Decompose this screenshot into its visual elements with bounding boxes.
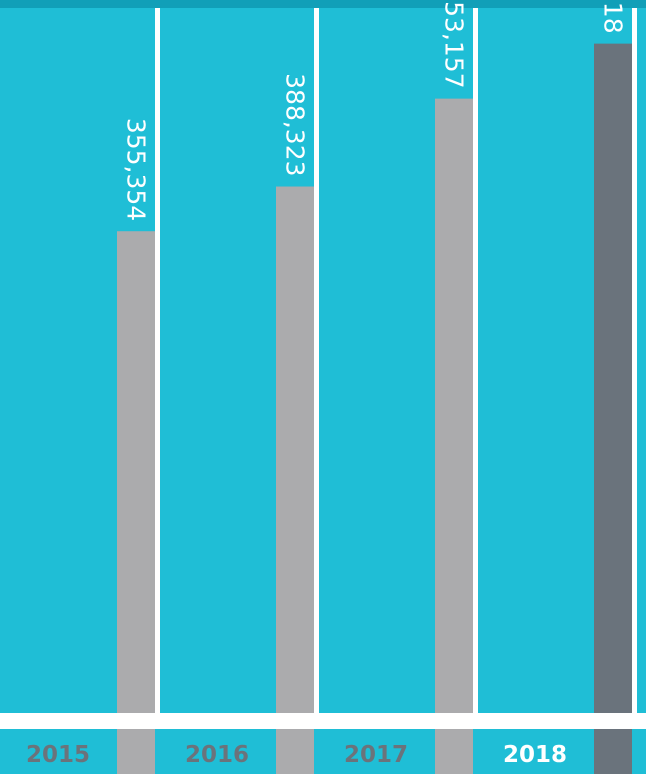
bar-2017 xyxy=(435,98,473,714)
bar-2015 xyxy=(117,231,155,713)
column-divider-2015 xyxy=(155,8,160,713)
column-divider-2016 xyxy=(314,8,319,713)
baseline-divider xyxy=(0,713,646,729)
bar-stub-2018 xyxy=(594,729,632,774)
value-label-2017: 453,157 xyxy=(440,0,469,89)
bar-stub-2017 xyxy=(435,729,473,774)
year-label-2018: 2018 xyxy=(503,742,567,768)
value-label-2018: 493,718 xyxy=(599,0,628,34)
bar-stub-2015 xyxy=(117,729,155,774)
top-band xyxy=(0,0,646,8)
bar-stub-2016 xyxy=(276,729,314,774)
year-label-2015: 2015 xyxy=(26,742,90,768)
column-divider-2018 xyxy=(632,8,637,713)
year-label-2016: 2016 xyxy=(185,742,249,768)
column-divider-2017 xyxy=(473,8,478,713)
value-label-2016: 388,323 xyxy=(281,73,310,176)
bar-2018 xyxy=(594,43,632,714)
value-label-2015: 355,354 xyxy=(122,118,151,221)
year-label-2017: 2017 xyxy=(344,742,408,768)
bar-2016 xyxy=(276,186,314,713)
chart-columns: 355,354 2015 388,323 2016 453,157 2017 493,718… xyxy=(26,0,637,774)
